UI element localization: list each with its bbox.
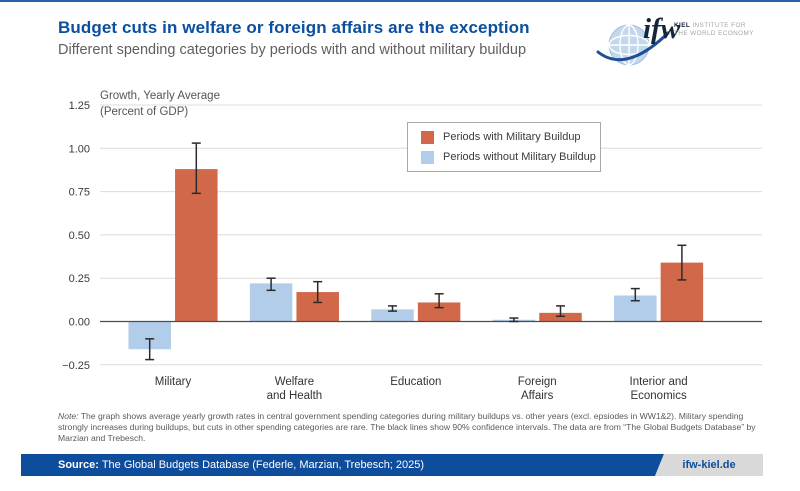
logo-kiel-text: KIEL bbox=[674, 22, 690, 29]
bar-military-with bbox=[175, 169, 218, 322]
globe-icon bbox=[596, 24, 670, 66]
legend-item-without-buildup: Periods without Military Buildup bbox=[421, 150, 600, 164]
top-accent-line bbox=[0, 0, 800, 2]
bar-foreign-affairs-with bbox=[539, 312, 582, 322]
legend-label: Periods without Military Buildup bbox=[443, 151, 596, 163]
category-label: Interior and Economics bbox=[630, 376, 688, 402]
page-subtitle: Different spending categories by periods… bbox=[58, 42, 527, 58]
y-tick-label: 0.75 bbox=[69, 187, 90, 199]
footer-source-text: Source: The Global Budgets Database (Fed… bbox=[58, 454, 424, 476]
source-text: The Global Budgets Database (Federle, Ma… bbox=[98, 459, 425, 471]
footer-source-band: Source: The Global Budgets Database (Fed… bbox=[21, 454, 664, 476]
bar-education-without bbox=[371, 309, 414, 322]
note-label: Note: bbox=[58, 411, 79, 421]
footer-site-band: ifw-kiel.de bbox=[655, 454, 763, 476]
chart-legend: Periods with Military Buildup Periods wi… bbox=[407, 122, 601, 172]
y-tick-label: −0.25 bbox=[62, 360, 90, 372]
category-label: Foreign Affairs bbox=[518, 376, 557, 402]
legend-label: Periods with Military Buildup bbox=[443, 131, 581, 143]
y-tick-label: 1.25 bbox=[69, 100, 90, 112]
y-tick-label: 1.00 bbox=[69, 143, 90, 155]
category-label: Welfare and Health bbox=[267, 376, 323, 402]
svg-text:KIEL INSTITUTE FOR: KIEL INSTITUTE FOR bbox=[674, 22, 746, 29]
bar-education-with bbox=[417, 302, 461, 322]
footer-bar: Source: The Global Budgets Database (Fed… bbox=[21, 454, 763, 476]
legend-item-with-buildup: Periods with Military Buildup bbox=[421, 130, 600, 144]
source-label: Source: bbox=[58, 459, 99, 471]
y-tick-label: 0.50 bbox=[69, 230, 90, 242]
y-tick-label: 0.00 bbox=[69, 317, 90, 329]
website-link[interactable]: ifw-kiel.de bbox=[682, 459, 736, 471]
legend-swatch-blue-icon bbox=[421, 150, 434, 164]
chart-note: Note: The graph shows average yearly gro… bbox=[58, 411, 764, 444]
globe-swoosh bbox=[596, 31, 670, 62]
legend-swatch-orange-icon bbox=[421, 130, 434, 144]
logo-institute-text: INSTITUTE FOR bbox=[690, 22, 746, 29]
y-axis-title: Growth, Yearly Average bbox=[100, 90, 220, 102]
category-label: Military bbox=[155, 376, 192, 388]
note-text: The graph shows average yearly growth ra… bbox=[58, 411, 756, 443]
page-title: Budget cuts in welfare or foreign affair… bbox=[58, 18, 530, 37]
logo-ifw-text: ifw bbox=[643, 13, 681, 45]
y-axis-title: (Percent of GDP) bbox=[100, 106, 188, 118]
ifw-kiel-logo: ifw KIEL INSTITUTE FOR THE WORLD ECONOMY bbox=[596, 13, 754, 66]
y-tick-label: 0.25 bbox=[69, 273, 90, 285]
category-label: Education bbox=[390, 376, 441, 388]
logo-economy-text: THE WORLD ECONOMY bbox=[674, 30, 754, 37]
